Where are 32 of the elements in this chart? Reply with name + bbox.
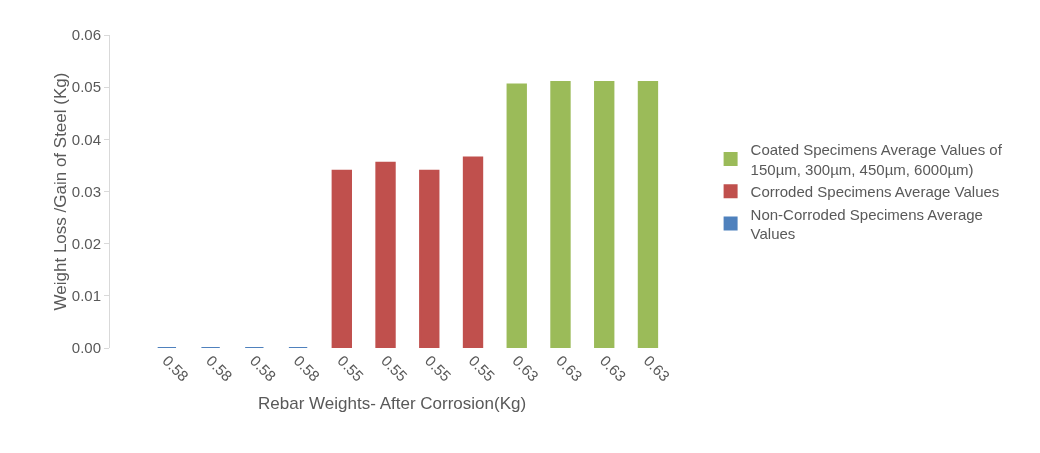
legend-label: Corroded Specimens Average Values xyxy=(750,183,1000,201)
bar xyxy=(506,83,527,348)
x-tick-label: 0.55 xyxy=(421,351,455,385)
y-tick-label: 0.02 xyxy=(71,234,101,252)
x-tick-label: 0.58 xyxy=(159,351,193,385)
legend-label: Coated Specimens Average Values of 150µm, 300µm, 450µm, 6000µm) xyxy=(750,141,1003,178)
bar xyxy=(331,169,352,348)
x-tick-label: 0.55 xyxy=(465,351,499,385)
y-axis-title: Weight Loss /Gain of Steel (Kg) xyxy=(50,72,70,311)
bar xyxy=(462,156,484,348)
x-tick-label: 0.58 xyxy=(246,351,280,385)
bar xyxy=(375,161,396,348)
legend-label: Non-Corroded Specimens Average Values xyxy=(750,205,983,243)
x-tick-label: 0.63 xyxy=(640,351,674,385)
x-tick-label: 0.63 xyxy=(509,351,542,385)
y-tick-label: 0.05 xyxy=(71,78,101,96)
x-tick-label: 0.58 xyxy=(290,351,324,385)
bar xyxy=(419,169,440,348)
y-tick-label: 0.00 xyxy=(71,339,101,357)
bar xyxy=(594,80,615,348)
x-tick-label: 0.55 xyxy=(378,351,411,385)
bar xyxy=(550,80,571,348)
x-tick-label: 0.55 xyxy=(334,351,368,385)
y-tick-label: 0.06 xyxy=(71,26,101,44)
y-tick-label: 0.04 xyxy=(71,130,101,148)
y-tick-label: 0.01 xyxy=(71,287,101,305)
x-tick-label: 0.58 xyxy=(203,351,236,385)
y-tick-label: 0.03 xyxy=(71,182,101,200)
x-axis-title: Rebar Weights- After Corrosion(Kg) xyxy=(258,394,527,413)
x-tick-label: 0.63 xyxy=(596,351,630,385)
x-tick-label: 0.63 xyxy=(553,351,586,385)
bar xyxy=(637,80,659,348)
